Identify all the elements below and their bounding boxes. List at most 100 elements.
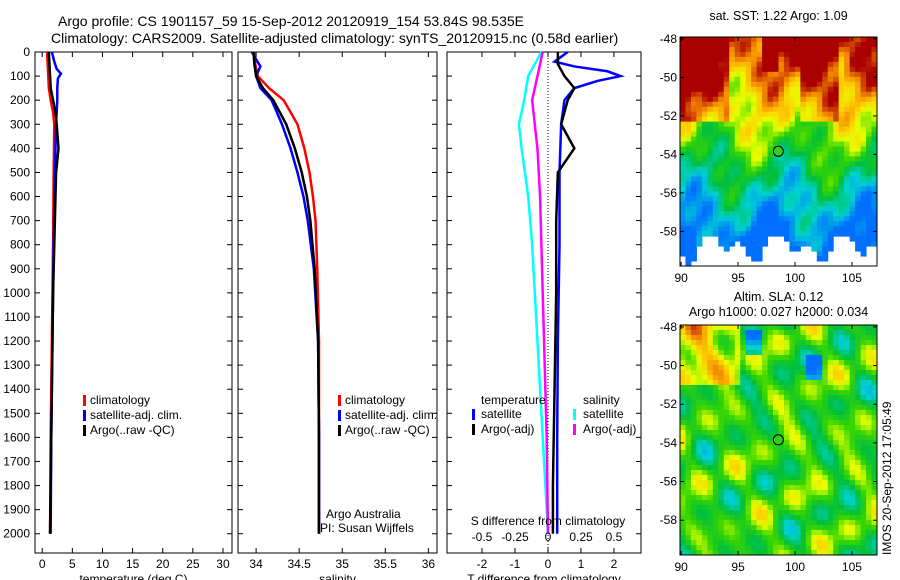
map-cell (838, 221, 845, 227)
map-cell (723, 86, 730, 93)
map-cell (718, 156, 725, 162)
map-cell (756, 121, 763, 128)
y-tick-label: 1300 (3, 358, 30, 372)
map-cell (860, 206, 867, 212)
map-cell (707, 485, 714, 491)
y-tick-label: 2000 (3, 527, 30, 541)
map-cell (762, 196, 769, 202)
map-cell (718, 535, 725, 541)
x-tick-label: -2 (477, 557, 488, 571)
map-cell (844, 325, 851, 331)
map-cell (783, 66, 790, 73)
map-cell (751, 191, 758, 197)
map-cell (712, 131, 719, 138)
map-cell (680, 390, 686, 396)
map-cell (685, 370, 692, 376)
map-cell (707, 375, 714, 381)
map-cell (723, 515, 730, 521)
map-cell (838, 61, 845, 68)
map-cell (855, 206, 862, 212)
x-tick-label: 10 (96, 557, 110, 571)
map-cell (729, 380, 736, 386)
map-cell (734, 136, 741, 143)
map-cell (778, 335, 785, 341)
map-cell (860, 41, 867, 48)
map-cell (751, 241, 758, 247)
legend-label: Argo(..raw -QC) (90, 423, 175, 437)
map-cell (871, 111, 878, 118)
map-cell (833, 485, 840, 491)
map-cell (827, 246, 834, 252)
map-cell (680, 545, 686, 551)
map-cell (690, 81, 697, 88)
map-cell (773, 111, 779, 118)
map-cell (756, 256, 763, 262)
map-cell (794, 540, 801, 546)
map-cell (838, 96, 845, 103)
map-cell (718, 465, 725, 471)
map-cell (778, 385, 785, 391)
map-cell (783, 485, 790, 491)
map-cell (833, 56, 840, 63)
map-cell (855, 460, 862, 466)
map-cell (685, 445, 692, 451)
map-cell (707, 141, 714, 148)
map-cell (690, 405, 697, 411)
map-cell (816, 116, 823, 123)
map-cell (871, 395, 878, 401)
map-cell (800, 141, 807, 148)
map-cell (729, 520, 736, 526)
map-cell (794, 455, 801, 461)
map-cell (844, 455, 851, 461)
map-cell (685, 405, 692, 411)
map-cell (833, 340, 840, 346)
map-cell (696, 101, 703, 108)
map-cell (849, 176, 856, 182)
map-cell (855, 380, 862, 386)
map-cell (729, 136, 736, 143)
map-cell (734, 156, 741, 162)
map-cell (707, 440, 714, 446)
map-cell (751, 480, 758, 486)
map-cell (745, 445, 752, 451)
map-cell (680, 340, 686, 346)
map-cell (701, 166, 708, 172)
map-cell (729, 525, 736, 531)
map-cell (822, 400, 829, 406)
map-cell (871, 146, 878, 152)
map-cell (794, 236, 801, 242)
map-cell (844, 420, 851, 426)
map-cell (751, 425, 758, 431)
map-cell (723, 101, 730, 108)
map-cell (833, 91, 840, 98)
map-cell (751, 405, 758, 411)
map-cell (800, 455, 807, 461)
map-cell (762, 345, 769, 351)
map-cell (696, 41, 703, 48)
map-cell (800, 415, 807, 421)
map-cell (701, 41, 708, 48)
map-cell (860, 445, 867, 451)
map-cell (816, 66, 823, 73)
map-cell (690, 116, 697, 123)
map-cell (756, 191, 763, 197)
map-cell (805, 201, 812, 207)
map-cell (773, 355, 779, 361)
map-cell (855, 400, 862, 406)
map-cell (680, 355, 686, 361)
map-cell (827, 420, 834, 426)
map-cell (696, 46, 703, 53)
map-cell (723, 340, 730, 346)
map-cell (800, 221, 807, 227)
map-cell (822, 37, 829, 43)
map-cell (712, 136, 719, 143)
map-cell (756, 515, 763, 521)
map-cell (778, 196, 785, 202)
map-cell (680, 131, 686, 138)
map-cell (800, 355, 807, 361)
map-cell (680, 201, 686, 207)
map-cell (827, 76, 834, 83)
map-cell (751, 495, 758, 501)
map-cell (805, 151, 812, 157)
map-cell (773, 550, 779, 556)
